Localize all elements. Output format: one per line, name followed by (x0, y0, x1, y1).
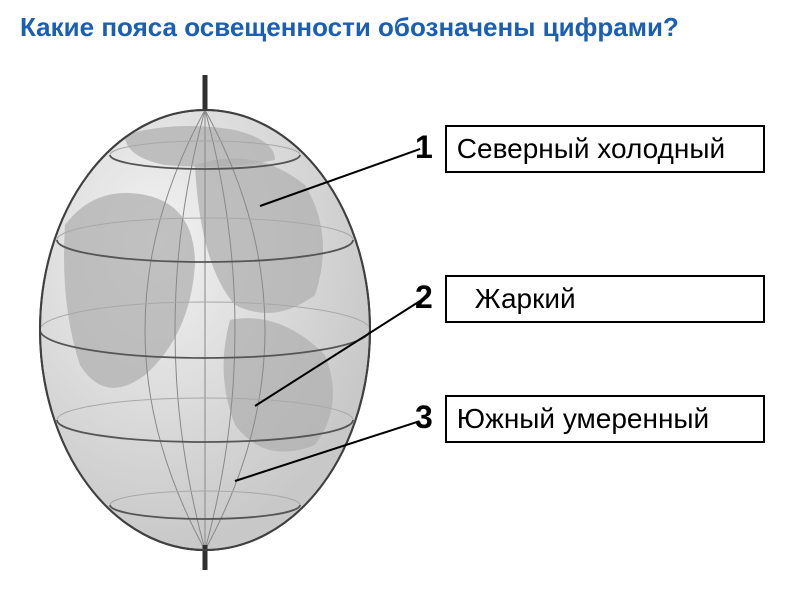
label-row-3: 3 Южный умеренный (415, 395, 765, 443)
label-row-2: 2 Жаркий (415, 275, 765, 323)
row-number-2: 2 (415, 281, 433, 313)
question-title: Какие пояса освещенности обозначены цифр… (20, 12, 679, 43)
answer-box-2: Жаркий (445, 275, 765, 323)
row-number-1: 1 (415, 131, 433, 163)
row-number-3: 3 (415, 401, 433, 433)
label-row-1: 1 Северный холодный (415, 125, 765, 173)
answer-box-1: Северный холодный (445, 125, 765, 173)
globe-diagram (25, 75, 385, 565)
globe-svg (25, 75, 385, 575)
answer-box-3: Южный умеренный (445, 395, 765, 443)
